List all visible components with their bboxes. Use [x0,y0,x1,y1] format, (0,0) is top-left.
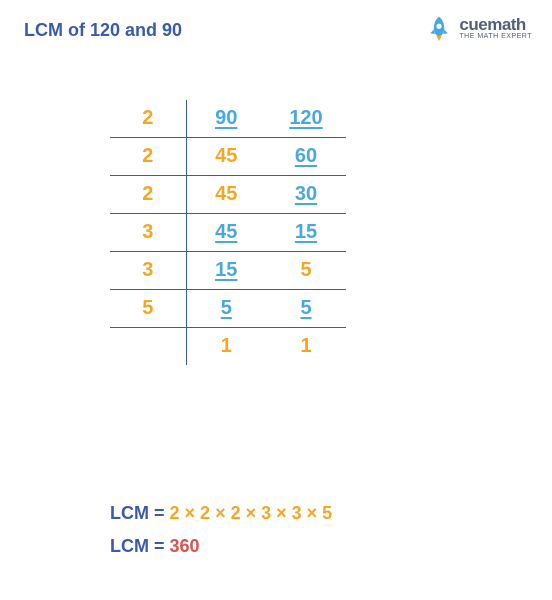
divisor-cell: 2 [110,100,186,138]
division-ladder: 290120245602453034515315555511 [110,100,346,365]
value-cell: 30 [266,176,346,214]
page-title: LCM of 120 and 90 [24,20,182,41]
value-cell: 1 [266,328,346,366]
value-cell: 5 [186,290,266,328]
value-cell: 1 [186,328,266,366]
divisor-cell: 2 [110,138,186,176]
lcm-factors: 2 × 2 × 2 × 3 × 3 × 5 [170,503,333,523]
value-cell: 45 [186,214,266,252]
value-cell: 45 [186,138,266,176]
divisor-cell: 3 [110,214,186,252]
value-cell: 45 [186,176,266,214]
equals-sign: = [154,536,170,556]
brand-tagline: THE MATH EXPERT [459,33,532,40]
value-cell: 15 [186,252,266,290]
lcm-product: 360 [170,536,200,556]
brand-name: cuemath [459,16,532,33]
value-cell: 5 [266,290,346,328]
lcm-product-line: LCM = 360 [110,530,332,562]
equals-sign: = [154,503,170,523]
value-cell: 120 [266,100,346,138]
lcm-label: LCM [110,536,149,556]
brand-logo: cuemath THE MATH EXPERT [425,14,532,42]
lcm-factorization: LCM = 2 × 2 × 2 × 3 × 3 × 5 [110,497,332,529]
rocket-icon [425,14,453,42]
divisor-cell: 3 [110,252,186,290]
divisor-cell: 2 [110,176,186,214]
lcm-label: LCM [110,503,149,523]
lcm-result: LCM = 2 × 2 × 2 × 3 × 3 × 5 LCM = 360 [110,497,332,562]
divisor-cell [110,328,186,366]
value-cell: 15 [266,214,346,252]
divisor-cell: 5 [110,290,186,328]
value-cell: 90 [186,100,266,138]
value-cell: 60 [266,138,346,176]
value-cell: 5 [266,252,346,290]
